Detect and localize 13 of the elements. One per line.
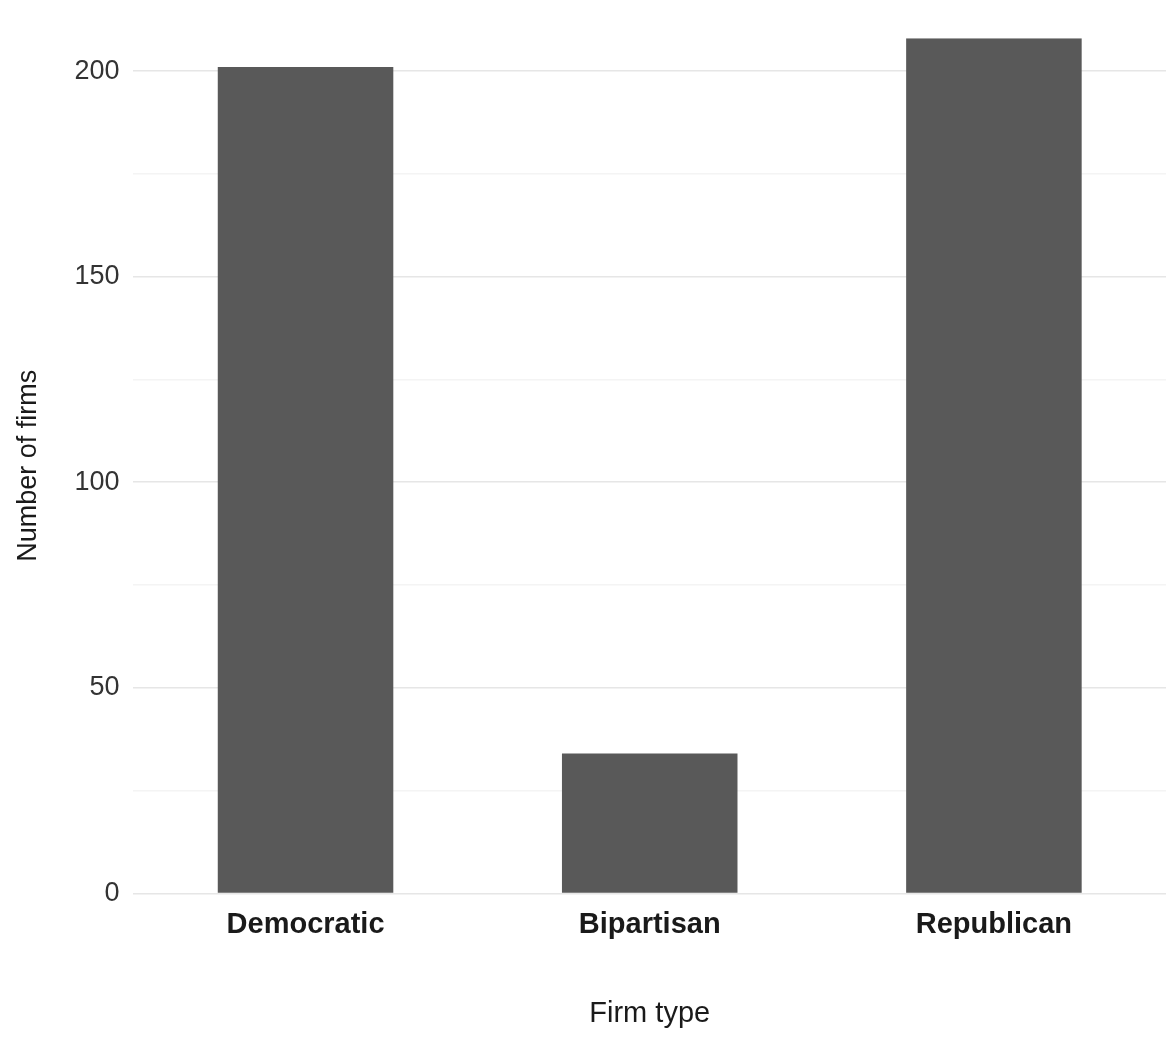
bar (217, 66, 394, 893)
y-axis-title: Number of firms (11, 369, 42, 562)
x-tick-label: Bipartisan (578, 906, 721, 939)
y-tick-label: 100 (74, 465, 120, 496)
y-tick-label: 200 (74, 54, 120, 85)
x-tick-label: Democratic (226, 906, 385, 939)
y-tick-label: 50 (89, 671, 120, 702)
x-tick-label: Republican (915, 906, 1073, 939)
x-axis-title: Firm type (589, 995, 711, 1028)
y-tick-label: 0 (104, 876, 120, 907)
bar (906, 38, 1082, 893)
y-tick-label: 150 (74, 260, 120, 291)
bar (561, 753, 738, 893)
